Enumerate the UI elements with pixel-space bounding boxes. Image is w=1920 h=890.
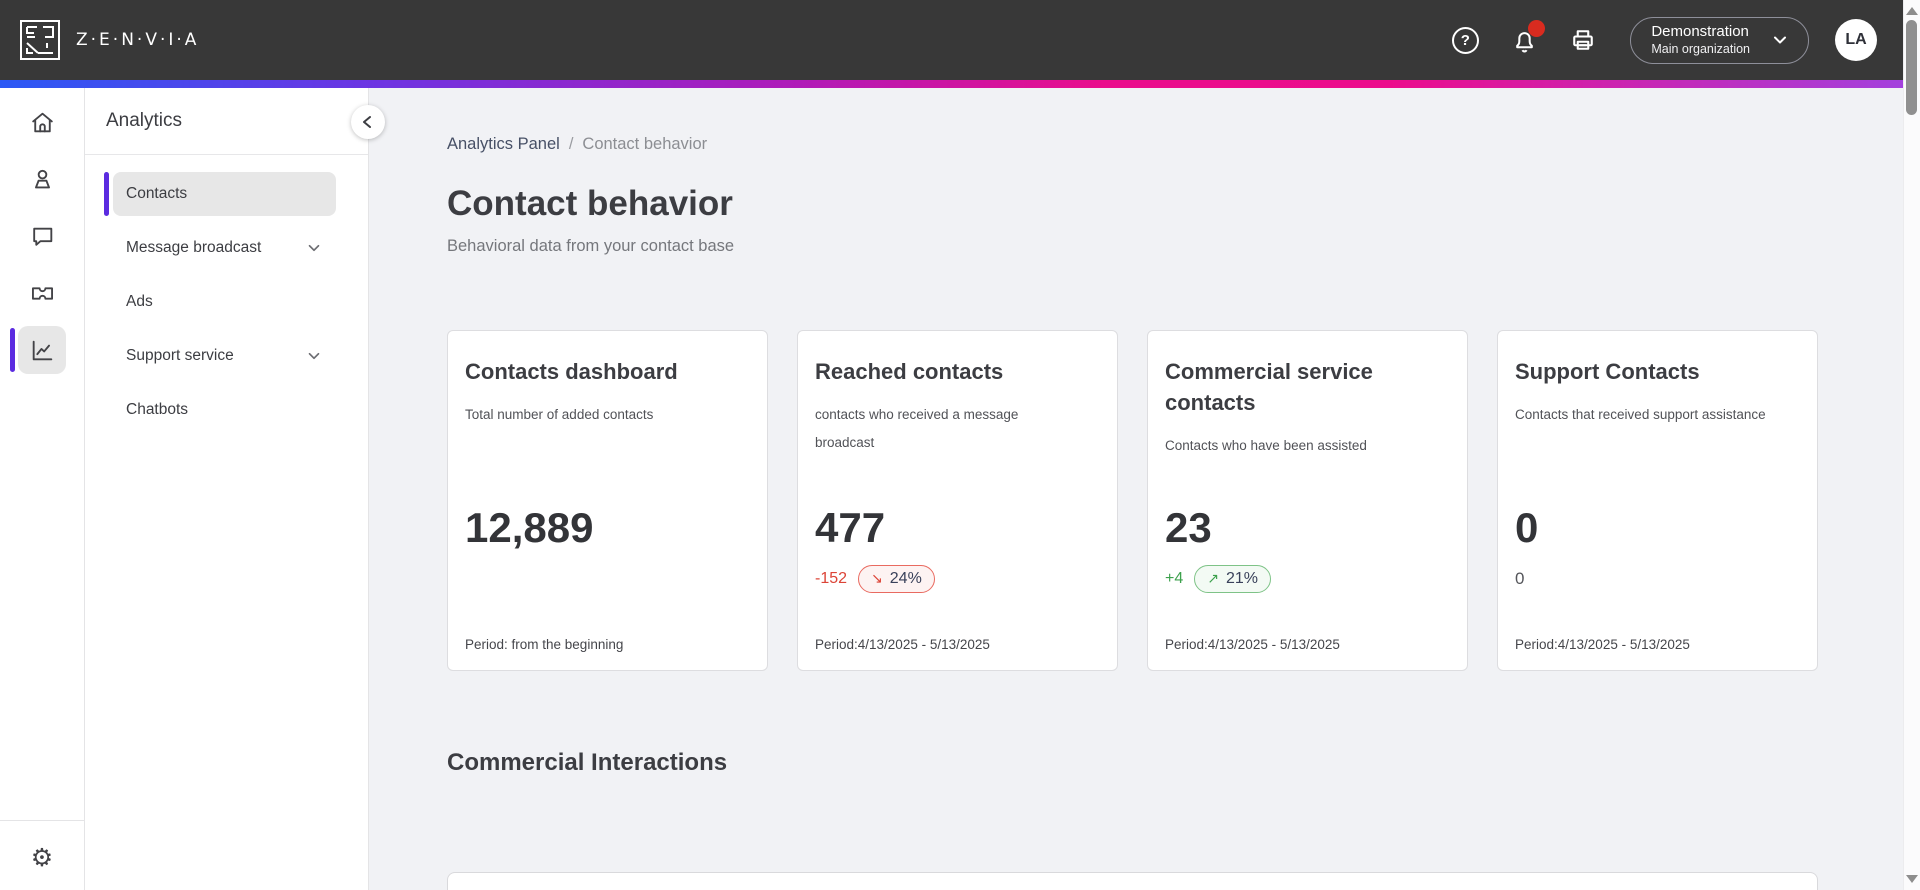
- chevron-down-icon: [1774, 36, 1786, 44]
- sidebar-item-ads[interactable]: Ads: [113, 280, 336, 324]
- card-subtitle: Total number of added contacts: [465, 406, 654, 422]
- scrollbar-thumb[interactable]: [1906, 20, 1917, 115]
- sidebar-item-tickets[interactable]: [18, 269, 66, 317]
- panel-item-label: Message broadcast: [126, 239, 262, 256]
- organization-name: Demonstration: [1651, 22, 1749, 40]
- card-subtitle: Contacts that received support assistanc…: [1515, 406, 1766, 422]
- trend-badge: ↗ 21%: [1194, 565, 1272, 593]
- breadcrumb: Analytics Panel / Contact behavior: [447, 135, 1903, 154]
- person-icon: [34, 169, 50, 188]
- card-reached-contacts: Reached contacts contacts who received a…: [797, 330, 1118, 671]
- sidebar-item-contacts[interactable]: [18, 155, 66, 203]
- card-subtitle: contacts who received a message broadcas…: [815, 406, 1019, 451]
- breadcrumb-analytics-panel[interactable]: Analytics Panel: [447, 135, 560, 153]
- card-contacts-dashboard: Contacts dashboard Total number of added…: [447, 330, 768, 671]
- brand-wordmark: Z·E·N·V·I·A: [76, 30, 200, 50]
- organization-selector[interactable]: Demonstration Main organization: [1630, 16, 1809, 64]
- notification-badge: [1528, 20, 1546, 37]
- help-icon: ?: [1451, 26, 1479, 54]
- card-title: Contacts dashboard: [465, 359, 678, 384]
- print-button[interactable]: [1568, 25, 1598, 55]
- card-period: Period:4/13/2025 - 5/13/2025: [1515, 637, 1690, 652]
- breadcrumb-separator: /: [568, 135, 574, 153]
- trend-up-arrow-icon: ↗: [1207, 571, 1219, 587]
- sidebar-item-chatbots[interactable]: Chatbots: [113, 388, 336, 432]
- analytics-chart-icon: [32, 340, 52, 360]
- delta-value: -152: [815, 570, 848, 587]
- zenvia-logo-icon: [18, 18, 62, 62]
- organization-subtitle: Main organization: [1651, 41, 1750, 56]
- help-button[interactable]: ?: [1450, 25, 1480, 55]
- zenvia-brand[interactable]: Z·E·N·V·I·A: [18, 18, 199, 62]
- card-support-contacts: Support Contacts Contacts that received …: [1497, 330, 1818, 671]
- scrollbar-up-arrow[interactable]: [1906, 7, 1918, 15]
- delta-value: 0: [1515, 569, 1525, 588]
- page-title: Contact behavior: [447, 184, 733, 223]
- printer-icon: [1573, 30, 1594, 50]
- panel-item-label: Support service: [126, 347, 234, 364]
- trend-percentage: 24%: [889, 570, 922, 587]
- chevron-down-icon: [308, 244, 320, 252]
- card-value: 0: [1515, 504, 1539, 551]
- sidebar-rail: ⚙: [0, 88, 85, 890]
- panel-item-label: Contacts: [126, 185, 188, 202]
- bell-icon: [1516, 31, 1533, 52]
- trend-down-arrow-icon: ↘: [871, 571, 883, 587]
- chat-icon: [32, 227, 52, 246]
- trend-badge: ↘ 24%: [858, 565, 935, 593]
- sidebar-item-conversations[interactable]: [18, 212, 66, 260]
- card-value: 12,889: [465, 504, 594, 551]
- card-title: Reached contacts: [815, 359, 1004, 384]
- card-value: 477: [815, 504, 886, 551]
- home-icon: [31, 112, 53, 132]
- sidebar-item-support-service[interactable]: Support service: [113, 334, 336, 378]
- card-period: Period:4/13/2025 - 5/13/2025: [1165, 637, 1340, 652]
- panel-title: Analytics: [85, 88, 368, 155]
- chevron-left-icon: [363, 116, 371, 128]
- page-scrollbar[interactable]: [1903, 0, 1920, 890]
- ticket-icon: [31, 286, 53, 300]
- sidebar-item-message-broadcast[interactable]: Message broadcast: [113, 226, 336, 270]
- chevron-down-icon: [308, 352, 320, 360]
- main-content: Analytics Panel / Contact behavior Conta…: [369, 88, 1903, 890]
- top-bar: Z·E·N·V·I·A ?: [0, 0, 1903, 80]
- notifications-button[interactable]: [1509, 20, 1546, 55]
- kpi-cards-row: Contacts dashboard Total number of added…: [447, 330, 1903, 671]
- gradient-accent-bar: [0, 80, 1903, 88]
- sidebar-item-analytics[interactable]: [10, 326, 66, 374]
- rail-footer: ⚙: [0, 820, 84, 890]
- panel-item-label: Chatbots: [126, 401, 189, 418]
- panel-item-label: Ads: [126, 293, 153, 310]
- breadcrumb-current: Contact behavior: [582, 135, 708, 153]
- card-period: Period: from the beginning: [465, 637, 624, 652]
- card-value: 23: [1165, 504, 1212, 551]
- commercial-interactions-card: [447, 872, 1818, 890]
- page-subtitle: Behavioral data from your contact base: [447, 237, 735, 255]
- settings-gear-icon[interactable]: ⚙: [30, 843, 54, 872]
- card-title: Support Contacts: [1515, 359, 1700, 384]
- trend-percentage: 21%: [1225, 570, 1259, 587]
- section-title-commercial-interactions: Commercial Interactions: [447, 749, 728, 776]
- card-period: Period:4/13/2025 - 5/13/2025: [815, 637, 990, 652]
- collapse-panel-button[interactable]: [351, 105, 385, 139]
- sidebar-item-home[interactable]: [18, 98, 66, 146]
- sidebar-item-contacts-page[interactable]: Contacts: [104, 172, 336, 216]
- scrollbar-down-arrow[interactable]: [1906, 875, 1918, 883]
- analytics-panel-sidebar: Analytics Contacts Message broadcast Ads: [85, 88, 385, 890]
- card-title: Commercial service contacts: [1165, 359, 1373, 415]
- delta-value: +4: [1165, 570, 1184, 587]
- card-subtitle: Contacts who have been assisted: [1165, 437, 1367, 453]
- avatar[interactable]: LA: [1835, 19, 1877, 61]
- card-commercial-service-contacts: Commercial service contacts Contacts who…: [1147, 330, 1468, 671]
